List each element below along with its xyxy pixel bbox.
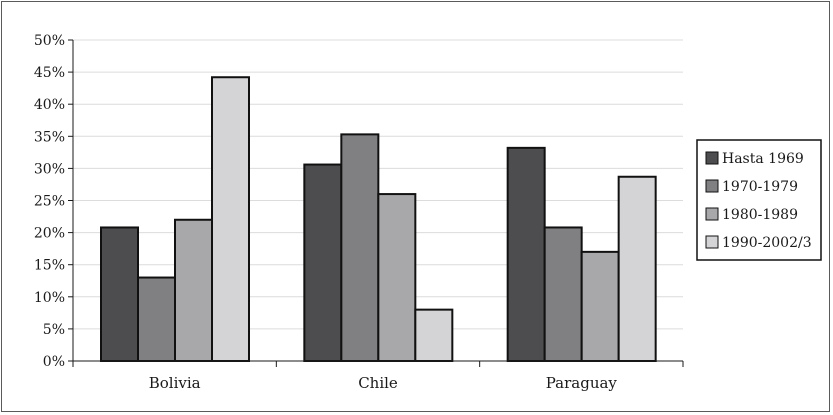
- legend-swatch: [705, 207, 719, 221]
- legend-label: 1970-1979: [722, 179, 798, 195]
- legend-label: 1980-1989: [722, 207, 798, 223]
- y-tick-label: 35%: [34, 129, 65, 145]
- x-axis: Bolivia Chile Paraguay: [72, 360, 684, 392]
- x-tick-label: Paraguay: [546, 374, 618, 392]
- y-tick-label: 15%: [34, 258, 65, 274]
- y-tick-label: 5%: [43, 322, 65, 338]
- bars: [100, 76, 657, 363]
- x-tick-label: Chile: [358, 374, 398, 392]
- y-tick-label: 25%: [34, 194, 65, 210]
- y-tick-label: 0%: [43, 354, 65, 370]
- bar: [580, 250, 620, 362]
- y-tick-label: 30%: [34, 161, 65, 177]
- x-tick-label: Bolivia: [149, 374, 201, 392]
- bar: [340, 133, 380, 362]
- legend-swatch: [705, 235, 719, 249]
- bar: [137, 276, 176, 363]
- bar: [100, 226, 139, 362]
- legend-label: 1990-2002/3: [722, 235, 812, 251]
- y-tick-label: 20%: [34, 226, 65, 242]
- legend-label: Hasta 1969: [722, 151, 804, 167]
- y-tick-label: 10%: [34, 290, 65, 306]
- bar: [506, 146, 546, 362]
- legend-swatch: [705, 179, 719, 193]
- bar: [303, 163, 343, 362]
- bar: [174, 218, 213, 362]
- bar: [543, 226, 583, 362]
- legend-swatch: [705, 151, 719, 165]
- y-tick-label: 50%: [34, 33, 65, 49]
- bar: [617, 175, 657, 362]
- bar: [377, 193, 417, 362]
- y-tick-label: 40%: [34, 97, 65, 113]
- y-axis: 0% 5% 10% 15% 20% 25% 30% 35% 40% 45% 50%: [34, 33, 74, 370]
- y-tick-label: 45%: [34, 65, 65, 81]
- bar: [414, 308, 454, 363]
- bar: [211, 76, 250, 363]
- legend: Hasta 1969 1970-1979 1980-1989 1990-2002/3: [696, 139, 822, 261]
